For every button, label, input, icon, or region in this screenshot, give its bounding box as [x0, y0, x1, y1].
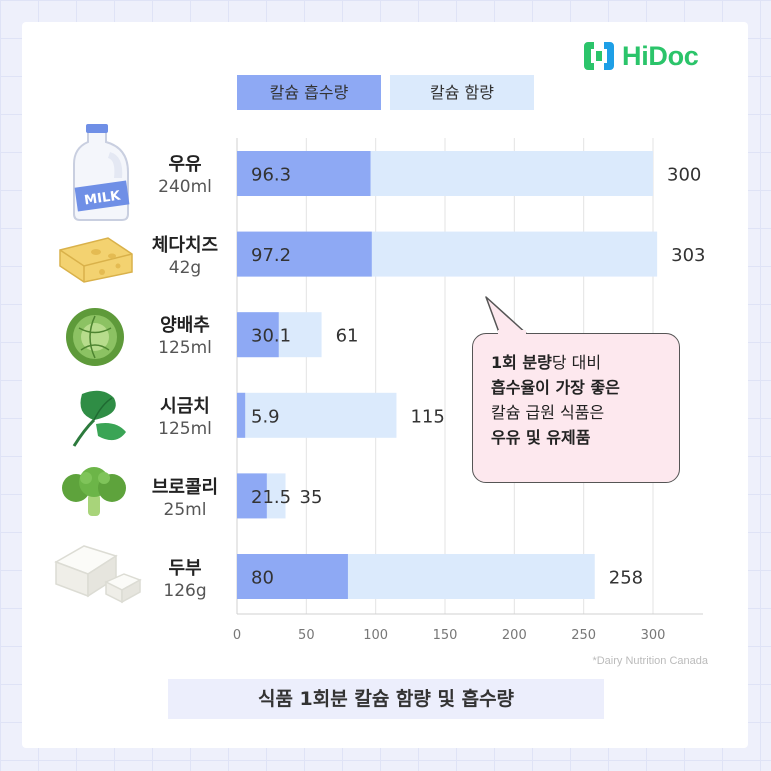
value-label-content-2: 61: [336, 326, 359, 347]
food-name-spinach: 시금치: [160, 396, 210, 417]
bar-content-3: [237, 392, 397, 438]
callout-line-2: 흡수율이 가장 좋은: [491, 375, 679, 400]
x-tick-label-250: 250: [571, 628, 596, 643]
bar-absorbed-5: [237, 554, 348, 599]
hidoc-logo-icon: [584, 42, 614, 70]
food-name-cheddar: 체다치즈: [151, 235, 219, 256]
food-portion-spinach: 125ml: [158, 419, 212, 439]
x-tick-label-150: 150: [433, 628, 458, 643]
value-label-absorbed-4: 21.5: [251, 487, 291, 508]
x-tick-label-50: 50: [298, 628, 315, 643]
x-tick-label-0: 0: [233, 628, 241, 643]
food-name-cabbage: 양배추: [160, 315, 210, 336]
callout-line-1: 1회 분량당 대비: [491, 350, 679, 375]
milk-jug-icon: MILK: [73, 124, 130, 221]
x-tick-label-100: 100: [363, 628, 388, 643]
legend-content: 칼슘 함량: [390, 75, 534, 110]
broccoli-icon: [62, 467, 126, 516]
value-label-content-4: 35: [300, 487, 323, 508]
callout-line-4: 우유 및 유제품: [491, 425, 679, 450]
food-portion-cabbage: 125ml: [158, 338, 212, 358]
callout-line-2-bold: 흡수율이 가장 좋은: [491, 378, 620, 397]
cheese-icon: [59, 237, 133, 283]
value-label-content-0: 300: [667, 165, 701, 186]
value-label-content-5: 258: [609, 568, 643, 589]
tofu-icon: [54, 545, 142, 604]
bar-absorbed-3: [237, 392, 246, 438]
food-portion-cheddar: 42g: [168, 258, 202, 278]
x-tick-label-300: 300: [641, 628, 666, 643]
callout-bubble: 1회 분량당 대비 흡수율이 가장 좋은 칼슘 급원 식품은 우유 및 유제품: [472, 333, 680, 483]
svg-text:MILK: MILK: [83, 188, 122, 208]
food-name-broccoli: 브로콜리: [151, 477, 219, 498]
food-portion-tofu: 126g: [163, 581, 207, 601]
bar-absorbed-0: [237, 151, 371, 196]
legend-absorption: 칼슘 흡수량: [237, 75, 381, 110]
value-label-absorbed-1: 97.2: [251, 245, 291, 266]
cabbage-icon: [66, 308, 124, 366]
food-portion-milk: 240ml: [158, 177, 212, 197]
value-label-absorbed-0: 96.3: [251, 165, 291, 186]
food-name-tofu: 두부: [168, 558, 202, 579]
food-name-milk: 우유: [168, 154, 202, 175]
callout-tail-cover: [498, 330, 526, 336]
source-note: *Dairy Nutrition Canada: [592, 655, 708, 667]
value-label-absorbed-5: 80: [251, 568, 274, 589]
hidoc-logo-text: HiDoc: [622, 40, 699, 71]
chart-title: 식품 1회분 칼슘 함량 및 흡수량: [168, 679, 604, 719]
value-label-content-3: 115: [410, 406, 444, 427]
hidoc-logo: HiDoc: [582, 38, 699, 74]
callout-line-3: 칼슘 급원 식품은: [491, 403, 605, 422]
value-label-absorbed-3: 5.9: [251, 406, 280, 427]
bar-absorbed-2: [237, 312, 279, 358]
bar-absorbed-1: [237, 231, 372, 277]
value-label-content-1: 303: [671, 245, 705, 266]
food-portion-broccoli: 25ml: [163, 500, 207, 520]
x-tick-label-200: 200: [502, 628, 527, 643]
callout-line-1-bold: 1회 분량: [491, 353, 552, 372]
spinach-icon: [72, 390, 126, 447]
callout-line-4-bold: 우유 및 유제품: [491, 428, 591, 447]
bar-absorbed-4: [237, 473, 267, 519]
callout-line-1-rest: 당 대비: [551, 353, 602, 372]
value-label-absorbed-2: 30.1: [251, 326, 291, 347]
